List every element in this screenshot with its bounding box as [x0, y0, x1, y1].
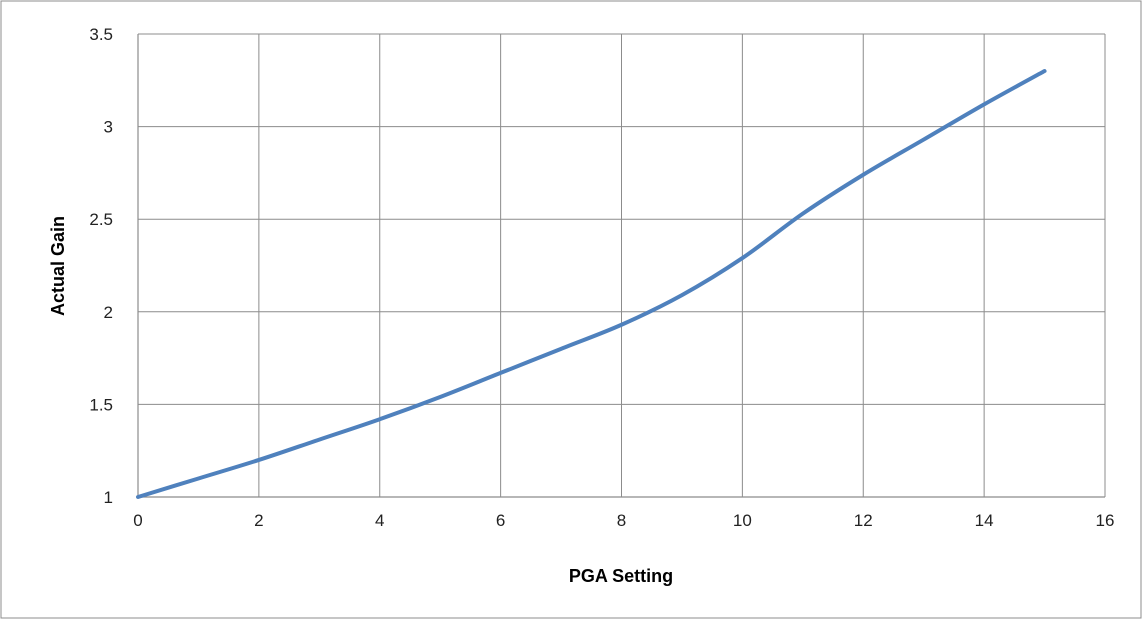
x-tick-label: 14	[975, 511, 994, 530]
series	[136, 69, 1047, 499]
x-tick-label: 4	[375, 511, 384, 530]
x-axis-title: PGA Setting	[569, 566, 673, 586]
x-tick-label: 0	[133, 511, 142, 530]
y-tick-label: 3	[104, 118, 113, 137]
y-tick-label: 1.5	[89, 395, 113, 414]
x-tick-label: 6	[496, 511, 505, 530]
x-tick-label: 2	[254, 511, 263, 530]
x-tick-label: 16	[1096, 511, 1115, 530]
y-tick-label: 2	[104, 303, 113, 322]
tick-labels: 0 2 4 6 8 10 12 14 16 1 1.5 2 2.5 3 3.5	[89, 25, 1114, 530]
series-line	[136, 69, 1047, 499]
y-tick-label: 3.5	[89, 25, 113, 44]
x-tick-label: 12	[854, 511, 873, 530]
y-tick-label: 2.5	[89, 210, 113, 229]
x-tick-label: 10	[733, 511, 752, 530]
y-axis-title: Actual Gain	[48, 216, 68, 316]
x-tick-label: 8	[617, 511, 626, 530]
y-tick-label: 1	[104, 488, 113, 507]
